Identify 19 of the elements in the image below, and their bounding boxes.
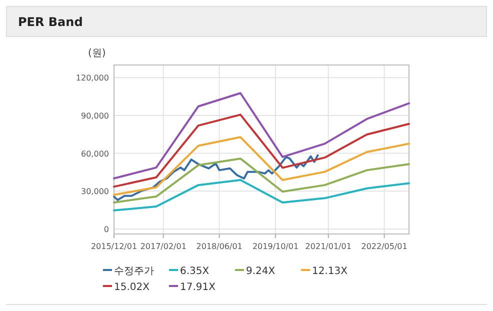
legend-label: 17.91X [180,282,216,293]
y-tick-label: 120,000 [76,74,109,83]
y-tick-label: 60,000 [81,149,109,158]
y-tick-label: 30,000 [81,187,109,196]
x-tick-label: 2021/01/01 [305,242,352,251]
x-tick-label: 2018/06/01 [196,242,242,251]
chart-title: PER Band [18,15,83,29]
x-tick-label: 2017/02/01 [140,242,186,251]
legend-label: 12.13X [312,266,348,277]
legend-label: 9.24X [246,266,276,277]
x-tick-label: 2015/12/01 [90,242,138,251]
x-tick-label: 2019/10/01 [252,242,299,251]
legend-label: 수정주가 [114,266,154,277]
legend-label: 6.35X [180,266,210,277]
y-tick-label: 90,000 [81,111,109,120]
y-tick-label: 0 [104,224,109,234]
legend-label: 15.02X [114,282,150,293]
y-axis-title: (원) [88,48,106,59]
x-tick-label: 2022/05/01 [361,242,408,251]
